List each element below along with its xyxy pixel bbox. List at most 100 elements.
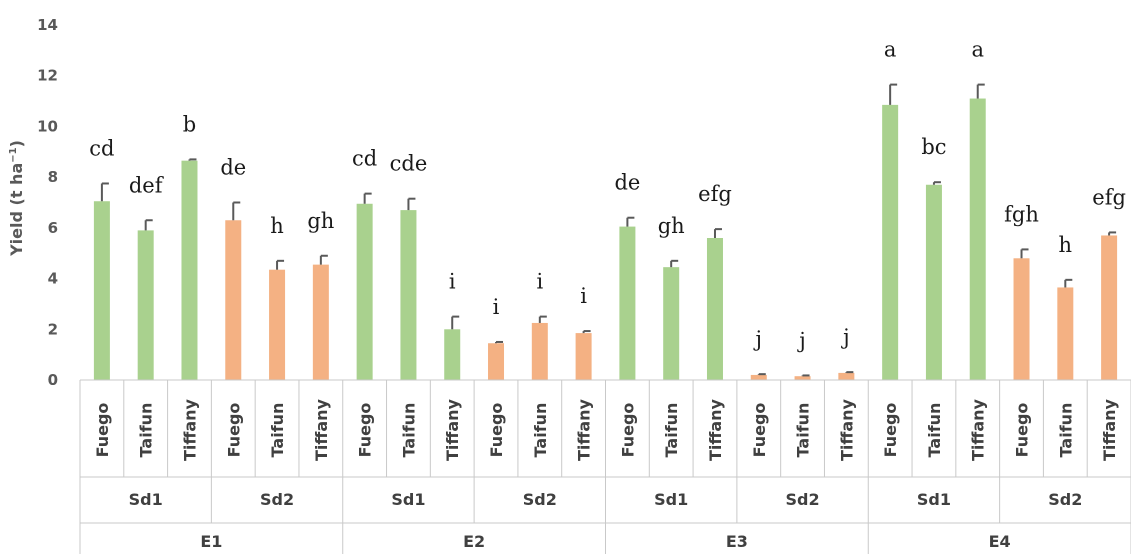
cultivar-tick-label: Fuego xyxy=(356,403,375,458)
significance-letter: a xyxy=(971,38,984,62)
significance-letter: cd xyxy=(89,136,114,160)
y-axis-title: Yield (t ha−1) xyxy=(7,140,26,257)
density-tick-label: Sd1 xyxy=(654,490,688,509)
density-tick-label: Sd1 xyxy=(129,490,163,509)
significance-letter: def xyxy=(129,173,165,197)
y-tick-label: 2 xyxy=(48,320,58,338)
significance-letter: i xyxy=(449,270,456,294)
cultivar-tick-label: Tiffany xyxy=(706,398,725,461)
bar xyxy=(93,201,110,380)
bar xyxy=(181,160,198,380)
y-tick-label: 12 xyxy=(37,67,58,85)
y-tick-label: 4 xyxy=(48,270,58,288)
density-tick-label: Sd2 xyxy=(260,490,294,509)
significance-letter: fgh xyxy=(1004,202,1039,226)
bar xyxy=(969,98,986,381)
significance-letter: h xyxy=(270,214,284,238)
environment-tick-label: E3 xyxy=(726,532,748,551)
bar xyxy=(838,372,855,380)
bar xyxy=(794,376,811,380)
significance-letter: efg xyxy=(1092,185,1126,209)
bar xyxy=(312,264,329,380)
bar xyxy=(356,203,373,380)
cultivar-tick-label: Fuego xyxy=(618,403,637,458)
cultivar-tick-label: Taifun xyxy=(1056,403,1075,458)
significance-letter: j xyxy=(753,327,763,351)
cultivar-tick-label: Tiffany xyxy=(312,398,331,461)
bar xyxy=(663,267,680,380)
cultivar-tick-label: Taifun xyxy=(925,403,944,458)
cultivar-tick-label: Tiffany xyxy=(180,398,199,461)
svg-text:Yield (t ha−1): Yield (t ha−1) xyxy=(7,140,26,257)
cultivar-tick-label: Fuego xyxy=(881,403,900,458)
significance-letter: j xyxy=(840,325,850,349)
bar xyxy=(400,210,417,380)
cultivar-tick-label: Tiffany xyxy=(969,398,988,461)
cultivar-tick-label: Taifun xyxy=(794,403,813,458)
cultivar-tick-label: Tiffany xyxy=(1100,398,1119,461)
significance-letter: cd xyxy=(352,147,377,171)
environment-tick-label: E1 xyxy=(200,532,222,551)
bar xyxy=(1013,258,1030,380)
y-axis-title-main: Yield (t ha xyxy=(7,163,26,257)
density-tick-label: Sd2 xyxy=(1048,490,1082,509)
cultivar-tick-label: Fuego xyxy=(750,403,769,458)
y-tick-label: 14 xyxy=(37,16,58,34)
cultivar-tick-label: Tiffany xyxy=(837,398,856,461)
cultivar-tick-label: Taifun xyxy=(399,403,418,458)
density-tick-label: Sd1 xyxy=(917,490,951,509)
cultivar-tick-label: Fuego xyxy=(1013,403,1032,458)
y-axis-ticks: 0 2 4 6 8 10 12 14 xyxy=(37,16,58,389)
bar xyxy=(531,322,548,380)
significance-letter: cde xyxy=(390,152,428,176)
significance-letter: b xyxy=(183,112,196,136)
significance-letter: i xyxy=(536,270,543,294)
bar xyxy=(750,374,767,380)
bar xyxy=(137,230,154,380)
bar xyxy=(488,343,505,380)
significance-letter: de xyxy=(220,156,246,180)
significance-letter: j xyxy=(796,328,806,352)
bar xyxy=(1057,287,1074,380)
density-tick-label: Sd1 xyxy=(391,490,425,509)
category-axis: Fuego Taifun Tiffany Fuego Taifun Tiffany Fueg… xyxy=(79,379,1131,554)
significance-letter: gh xyxy=(307,209,334,233)
y-axis-title-close: ) xyxy=(7,140,26,147)
bar xyxy=(882,104,899,380)
cultivar-tick-label: Fuego xyxy=(487,403,506,458)
significance-letter: i xyxy=(580,284,587,308)
bar xyxy=(225,220,242,380)
bar xyxy=(925,184,942,380)
y-tick-label: 8 xyxy=(48,168,58,186)
bar xyxy=(1101,235,1118,380)
cultivar-tick-label: Tiffany xyxy=(575,398,594,461)
cultivar-tick-label: Taifun xyxy=(137,403,156,458)
cultivar-tick-label: Fuego xyxy=(224,403,243,458)
significance-letter: h xyxy=(1059,233,1073,257)
bar xyxy=(444,329,461,380)
bar xyxy=(575,333,592,380)
bar xyxy=(706,238,723,380)
bar xyxy=(619,226,636,380)
significance-letter: a xyxy=(884,38,897,62)
environment-tick-label: E4 xyxy=(989,532,1011,551)
y-tick-label: 6 xyxy=(48,219,58,237)
cultivar-tick-label: Tiffany xyxy=(443,398,462,461)
significance-letter: efg xyxy=(698,182,732,206)
cultivar-tick-label: Taifun xyxy=(531,403,550,458)
cultivar-tick-label: Fuego xyxy=(93,403,112,458)
significance-letter: bc xyxy=(921,135,946,159)
y-tick-label: 0 xyxy=(48,371,58,389)
density-tick-label: Sd2 xyxy=(786,490,820,509)
y-tick-label: 10 xyxy=(37,117,58,135)
environment-tick-label: E2 xyxy=(463,532,485,551)
significance-letter: gh xyxy=(658,214,685,238)
significance-letter: i xyxy=(493,295,500,319)
cultivar-tick-label: Taifun xyxy=(268,403,287,458)
density-tick-label: Sd2 xyxy=(523,490,557,509)
bar xyxy=(269,269,286,380)
y-axis-title-sup: −1 xyxy=(8,147,19,162)
